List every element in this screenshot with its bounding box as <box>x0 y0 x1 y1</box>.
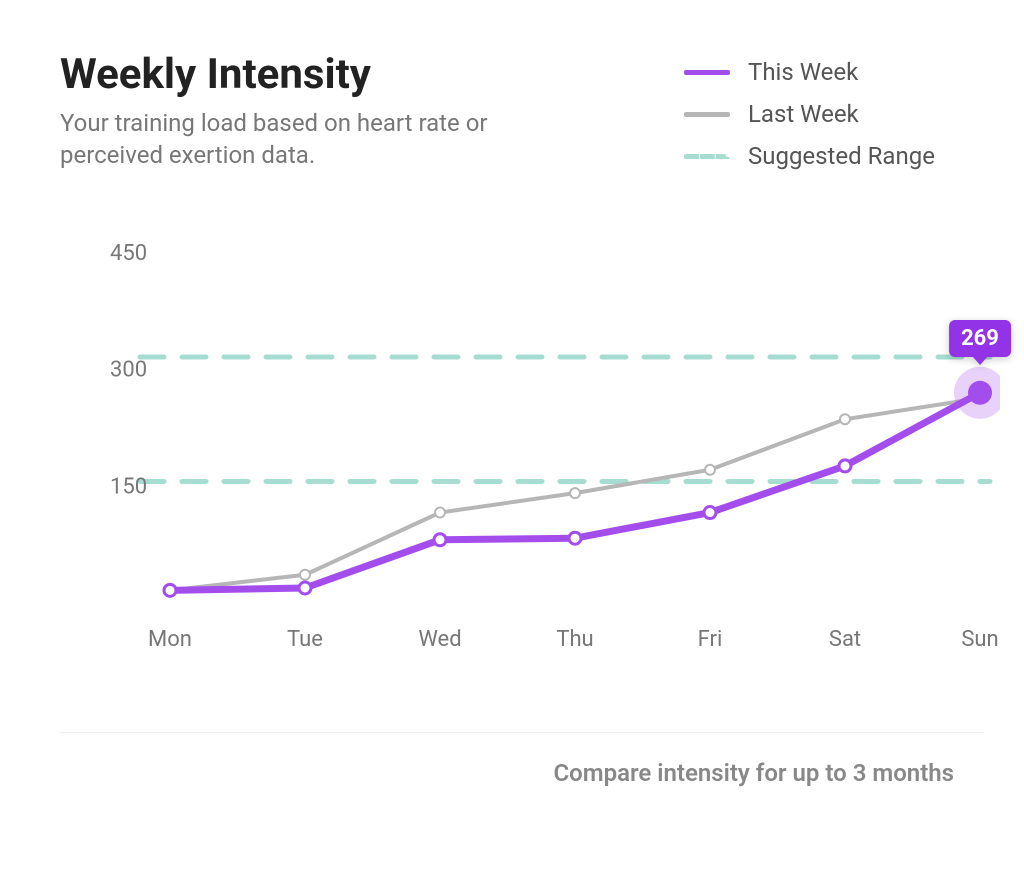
legend-swatch <box>684 112 730 117</box>
series-marker-last_week <box>840 414 850 424</box>
x-tick-label: Sun <box>961 627 998 652</box>
legend-swatch <box>684 70 730 75</box>
series-marker-this_week <box>434 534 446 546</box>
series-marker-this_week <box>569 532 581 544</box>
weekly-intensity-card: Weekly Intensity Your training load base… <box>0 0 1024 807</box>
x-tick-label: Wed <box>418 627 461 652</box>
legend-label: Suggested Range <box>748 142 935 170</box>
x-tick-label: Fri <box>698 627 723 652</box>
legend-label: This Week <box>748 58 858 86</box>
y-tick-label: 300 <box>110 357 147 382</box>
x-tick-label: Tue <box>287 627 323 652</box>
legend-item-0: This Week <box>684 58 984 86</box>
x-tick-label: Sat <box>829 627 861 652</box>
series-marker-this_week <box>704 506 716 518</box>
header-row: Weekly Intensity Your training load base… <box>60 50 984 172</box>
subtitle: Your training load based on heart rate o… <box>60 107 540 172</box>
value-tooltip: 269 <box>949 320 1011 357</box>
chart-legend: This Week Last Week Suggested Range <box>684 58 984 170</box>
series-marker-this_week <box>299 582 311 594</box>
series-marker-last_week <box>570 488 580 498</box>
legend-swatch <box>684 154 730 159</box>
series-marker-last_week <box>705 465 715 475</box>
chart-svg: 150 300 450 Mon Tue Wed Thu Fri Sat Sun <box>60 232 1000 662</box>
series-marker-this_week <box>164 584 176 596</box>
series-marker-last_week <box>300 570 310 580</box>
legend-item-2: Suggested Range <box>684 142 984 170</box>
legend-item-1: Last Week <box>684 100 984 128</box>
footer-text[interactable]: Compare intensity for up to 3 months <box>553 759 954 787</box>
y-tick-label: 150 <box>110 474 147 499</box>
x-tick-label: Mon <box>148 627 192 652</box>
series-marker-this_week <box>839 460 851 472</box>
x-tick-label: Thu <box>556 627 593 652</box>
title-block: Weekly Intensity Your training load base… <box>60 50 654 172</box>
series-marker-last_week <box>435 507 445 517</box>
legend-label: Last Week <box>748 100 859 128</box>
highlight-dot <box>968 381 992 405</box>
page-title: Weekly Intensity <box>60 50 654 99</box>
y-tick-label: 450 <box>110 241 147 266</box>
footer: Compare intensity for up to 3 months <box>60 732 984 787</box>
intensity-chart: 150300450MonTueWedThuFriSatSun 269 <box>60 232 984 712</box>
